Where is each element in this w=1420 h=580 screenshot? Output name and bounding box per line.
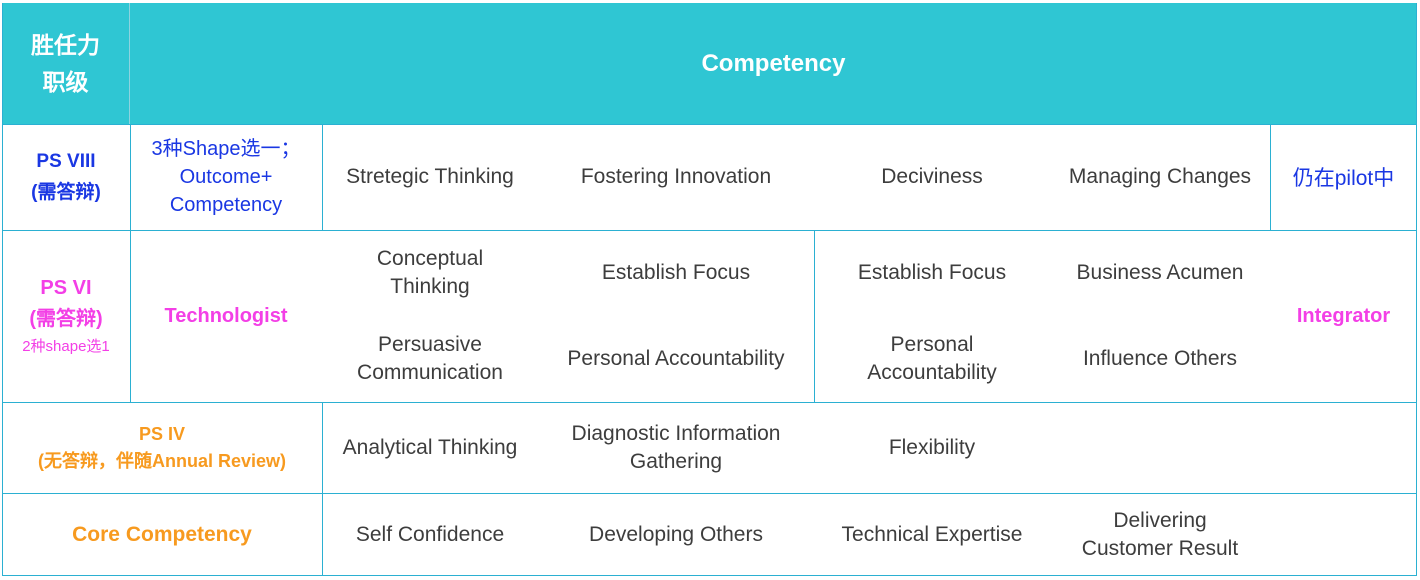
ps8-item-1-text: Stretegic Thinking [346,165,514,188]
ps6-int-r2c1-line2: Accountability [867,361,997,384]
core-item-2: Developing Others [538,493,814,576]
ps6-tech-r2c1-line2: Communication [357,361,503,384]
table-left-border [2,3,3,576]
ps6-int-r1c1-text: Establish Focus [857,261,1007,284]
competency-table: 胜任力 职级 Competency PS VIII (需答辩) 3种Shape选… [2,3,1417,576]
ps6-tech-r1c1-line1: Conceptual [376,247,484,270]
ps6-int-r2c1: Personal Accountability [814,316,1050,402]
ps8-item-3: Deciviness [814,124,1050,230]
ps4-item-2: Diagnostic Information Gathering [538,402,814,493]
column-divider [1270,124,1271,230]
ps8-item-1: Stretegic Thinking [322,124,538,230]
ps8-shape-line1: 3种Shape选一； [151,138,301,160]
ps4-level: PS IV [138,423,186,444]
column-divider [322,402,323,576]
row-divider [2,124,1417,125]
core-item-2-text: Developing Others [589,522,763,546]
ps6-int-r2c1-line1: Personal [890,333,974,356]
ps8-item-2: Fostering Innovation [538,124,814,230]
ps8-level: PS VIII [36,151,96,172]
ps6-technologist: Technologist [164,304,288,327]
ps8-pilot-cell: 仍在pilot中 [1270,124,1417,230]
ps6-integrator-cell: Integrator [1270,230,1417,402]
ps6-int-r2c2-text: Influence Others [1082,347,1238,370]
ps6-tech-r1c2: Establish Focus [538,230,814,316]
ps4-item-1-text: Analytical Thinking [342,435,518,459]
ps8-level-note: (需答辩) [31,182,101,203]
ps8-pilot: 仍在pilot中 [1292,167,1395,190]
ps8-shape-cell: 3种Shape选一； Outcome+ Competency [130,124,322,230]
ps6-technologist-cell: Technologist [130,230,322,402]
row-divider [2,493,1417,494]
ps6-tech-r1c2-text: Establish Focus [601,261,751,284]
ps6-level: PS VI [40,277,92,299]
ps8-item-3-text: Deciviness [881,165,983,188]
ps4-item-1: Analytical Thinking [322,402,538,493]
ps6-tech-r2c1: Persuasive Communication [322,316,538,402]
core-item-4: Delivering Customer Result [1050,493,1270,576]
ps6-int-r1c1: Establish Focus [814,230,1050,316]
ps8-item-4-text: Managing Changes [1068,165,1252,188]
ps6-tech-r1c1-line2: Thinking [390,275,470,298]
ps6-int-r2c2: Influence Others [1050,316,1270,402]
core-item-1: Self Confidence [322,493,538,576]
ps4-item-3: Flexibility [814,402,1050,493]
header-title: Competency [701,49,846,77]
ps6-int-r1c2: Business Acumen [1050,230,1270,316]
ps6-integrator: Integrator [1296,304,1391,327]
ps6-level-cell: PS VI (需答辩) 2种shape选1 [2,230,130,402]
header-left-line1: 胜任力 [31,31,100,58]
ps8-level-cell: PS VIII (需答辩) [2,124,130,230]
header-level-cell: 胜任力 职级 [2,3,130,124]
ps8-item-2-text: Fostering Innovation [580,165,772,188]
ps6-level-sub: 2种shape选1 [22,338,110,355]
ps4-item-2-line1: Diagnostic Information [571,421,781,445]
column-divider [814,230,815,402]
table-right-border [1416,3,1417,576]
ps6-level-note: (需答辩) [29,308,103,330]
ps8-shape-line2: Outcome+ [179,166,273,188]
column-divider [130,124,131,402]
ps6-int-r1c2-text: Business Acumen [1076,261,1244,284]
core-item-3-text: Technical Expertise [841,522,1023,546]
ps8-shape-line3: Competency [169,194,283,216]
table-bottom-border [2,575,1417,576]
header-left-line2: 职级 [42,68,89,95]
ps4-item-2-line2: Gathering [629,449,723,473]
ps6-tech-r2c1-line1: Persuasive [378,333,482,356]
ps6-tech-r2c2: Personal Accountability [538,316,814,402]
row-divider [2,230,1417,231]
column-divider [322,124,323,230]
header-title-cell: Competency [130,3,1417,124]
row-divider [2,402,1417,403]
ps4-level-cell: PS IV (无答辩，伴随Annual Review) [2,402,322,493]
core-item-4-line2: Customer Result [1081,536,1239,560]
core-level-cell: Core Competency [2,493,322,576]
ps8-item-4: Managing Changes [1050,124,1270,230]
core-item-4-line1: Delivering [1113,508,1207,532]
core-item-1-text: Self Confidence [355,522,505,546]
core-label: Core Competency [72,522,252,546]
ps6-tech-r2c2-text: Personal Accountability [567,347,785,370]
ps4-level-note: (无答辩，伴随Annual Review) [37,450,287,471]
ps6-tech-r1c1: Conceptual Thinking [322,230,538,316]
ps4-item-3-text: Flexibility [888,435,976,459]
core-item-3: Technical Expertise [814,493,1050,576]
